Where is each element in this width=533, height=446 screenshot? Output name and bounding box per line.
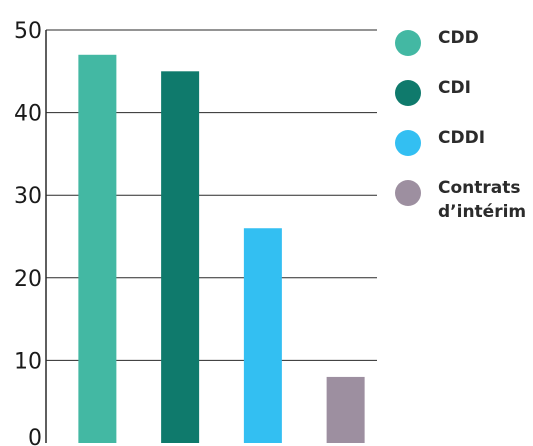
bars — [78, 54, 365, 444]
bar-contrats-interim — [326, 376, 365, 443]
legend-item-cdd: CDD — [395, 26, 533, 56]
y-tick-label: 0 — [28, 426, 42, 446]
bar-cddi — [243, 228, 282, 443]
legend-item-cddi: CDDI — [395, 126, 533, 156]
y-tick-label: 50 — [14, 19, 42, 44]
legend-label-cdd: CDD — [438, 28, 479, 48]
legend-item-cdi: CDI — [395, 76, 533, 106]
y-axis-tick-labels: 0 10 20 30 40 50 — [14, 19, 42, 446]
legend-swatch-cddi — [395, 130, 421, 156]
y-tick-label: 30 — [14, 184, 42, 209]
legend-label-contrats-interim: Contrats d’intérim — [438, 178, 527, 222]
y-tick-label: 40 — [14, 102, 42, 127]
legend-swatch-cdi — [395, 80, 421, 106]
legend-item-contrats-interim: Contrats d’intérim — [395, 176, 533, 224]
bar-cdi — [161, 71, 200, 444]
y-tick-label: 10 — [14, 349, 42, 374]
legend-label-cddi: CDDI — [438, 128, 486, 148]
legend-swatch-contrats-interim — [395, 180, 421, 206]
legend-label-cdi: CDI — [438, 78, 471, 98]
legend-swatch-cdd — [395, 30, 421, 56]
bar-cdd — [78, 54, 117, 443]
y-tick-label: 20 — [14, 267, 42, 292]
legend: CDD CDI CDDI Contrats d’intérim — [395, 26, 533, 244]
